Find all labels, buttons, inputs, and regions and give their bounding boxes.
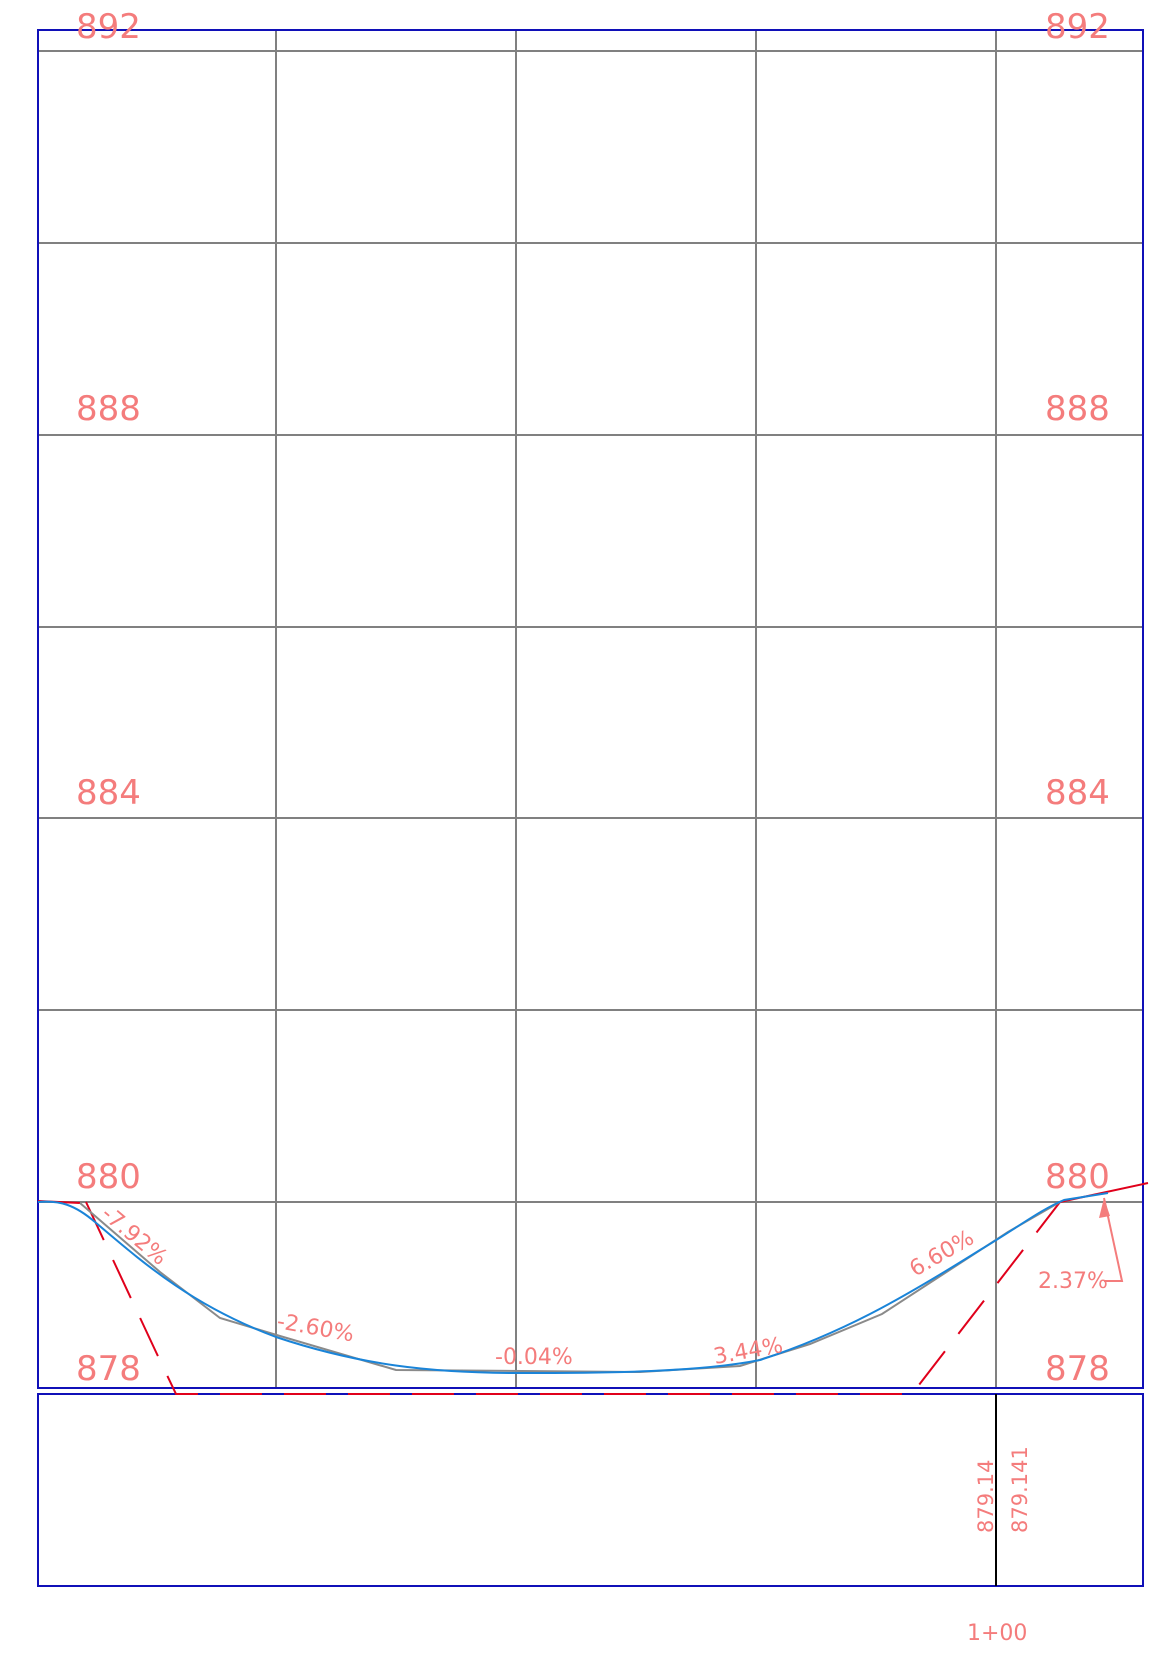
finished-grade-line: [37, 1192, 1109, 1375]
band-value-1: 879.14: [974, 1460, 998, 1533]
frame: [37, 29, 1144, 1587]
elev-label-right-892: 892: [1045, 7, 1110, 47]
elev-label-right-888: 888: [1045, 389, 1110, 429]
elev-label-left-880: 880: [76, 1157, 141, 1197]
elev-label-right-880: 880: [1045, 1157, 1110, 1197]
elev-label-right-878: 878: [1045, 1349, 1110, 1389]
slope-label-6: 2.37%: [1038, 1269, 1108, 1294]
slope-label-2: -2.60%: [275, 1309, 356, 1347]
elev-label-left-892: 892: [76, 7, 141, 47]
existing-ground-line: [85, 1201, 1061, 1395]
slope-label-1: -7.92%: [96, 1201, 172, 1270]
band-value-2: 879.141: [1008, 1446, 1032, 1533]
elev-label-left-884: 884: [76, 773, 141, 813]
grid: [38, 30, 1143, 1388]
elev-label-left-878: 878: [76, 1349, 141, 1389]
elev-label-left-888: 888: [76, 389, 141, 429]
slope-leader: [1103, 1197, 1124, 1282]
elevation-labels-right: 892 888 884 880 878: [1045, 7, 1110, 1389]
slope-label-3: -0.04%: [495, 1345, 573, 1370]
profile-frame: [37, 29, 1144, 1389]
elevation-labels-left: 892 888 884 880 878: [76, 7, 141, 1389]
slope-leader-arrowhead: [1099, 1198, 1110, 1218]
elev-label-right-884: 884: [1045, 773, 1110, 813]
station-label: 1+00: [967, 1621, 1027, 1646]
